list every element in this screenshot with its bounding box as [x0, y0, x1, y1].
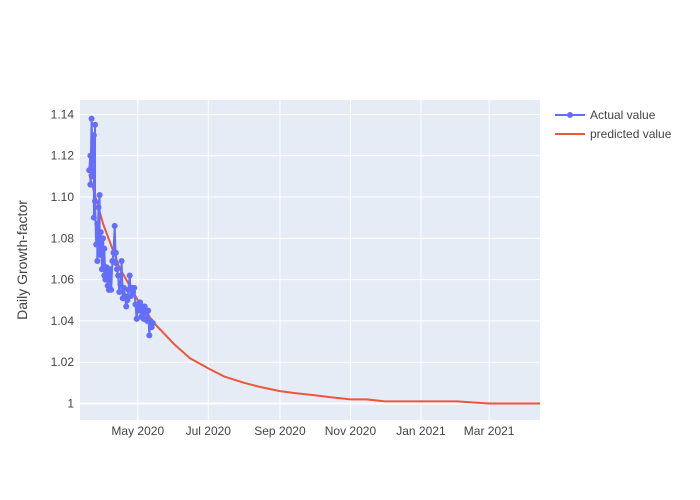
- actual-value-point: [116, 289, 123, 295]
- actual-value-point: [131, 284, 138, 291]
- actual-value-point: [93, 241, 100, 248]
- series-0: [86, 115, 156, 339]
- actual-value-point: [112, 249, 119, 256]
- actual-value-point: [113, 266, 120, 273]
- actual-value-point: [86, 167, 93, 174]
- actual-value-point: [89, 173, 96, 180]
- actual-value-point: [102, 276, 109, 283]
- actual-value-point: [88, 115, 95, 122]
- actual-value-point: [115, 272, 122, 279]
- y-tick-label: 1.08: [51, 231, 75, 245]
- y-tick-label: 1.12: [51, 149, 75, 163]
- series-layer: [86, 115, 540, 405]
- actual-value-point: [112, 260, 119, 267]
- x-tick-label: Nov 2020: [325, 424, 377, 438]
- actual-value-point: [94, 220, 101, 227]
- actual-value-point: [90, 214, 97, 221]
- actual-value-point: [126, 272, 133, 279]
- y-tick-label: 1: [67, 396, 74, 410]
- actual-value-point: [97, 229, 104, 236]
- actual-value-point: [146, 332, 153, 339]
- legend-swatch-marker: [567, 112, 573, 118]
- actual-value-point: [108, 286, 115, 293]
- actual-value-point: [98, 266, 105, 273]
- y-tick-label: 1.14: [51, 107, 75, 121]
- legend-item[interactable]: predicted value: [555, 127, 672, 141]
- plot-background: [80, 100, 540, 420]
- y-tick-label: 1.06: [51, 273, 75, 287]
- actual-value-point: [120, 284, 127, 291]
- actual-value-point: [135, 307, 142, 314]
- legend-label: predicted value: [590, 127, 672, 141]
- x-tick-label: Mar 2021: [464, 424, 515, 438]
- legend[interactable]: Actual value predicted value: [555, 108, 672, 141]
- actual-value-point: [90, 132, 97, 139]
- y-axis-ticks: 1 1.02 1.04 1.06 1.08 1.10 1.12 1.14: [51, 107, 75, 410]
- actual-value-point: [96, 251, 103, 258]
- actual-value-point: [141, 303, 148, 310]
- actual-value-point: [96, 191, 103, 198]
- grid-lines: [80, 100, 540, 420]
- actual-value-point: [87, 181, 94, 188]
- x-tick-label: Jan 2021: [396, 424, 446, 438]
- actual-value-point: [101, 245, 108, 252]
- actual-value-point: [107, 266, 114, 273]
- y-tick-label: 1.04: [51, 314, 75, 328]
- actual-value-point: [92, 198, 99, 205]
- actual-value-point: [117, 280, 124, 287]
- actual-value-point: [94, 258, 101, 265]
- x-axis-ticks: May 2020 Jul 2020 Sep 2020 Nov 2020 Jan 2021…: [111, 424, 514, 438]
- legend-label: Actual value: [590, 108, 656, 122]
- y-axis-title: Daily Growth-factor: [14, 200, 30, 320]
- actual-value-point: [95, 204, 102, 211]
- actual-value-point: [124, 297, 131, 304]
- x-tick-label: Jul 2020: [186, 424, 232, 438]
- actual-value-point: [92, 121, 99, 128]
- legend-item[interactable]: Actual value: [555, 108, 656, 122]
- x-tick-label: Sep 2020: [254, 424, 306, 438]
- actual-value-point: [100, 235, 107, 242]
- actual-value-point: [149, 319, 156, 326]
- actual-value-point: [123, 303, 130, 310]
- actual-value-point: [111, 222, 118, 229]
- actual-value-point: [118, 258, 125, 265]
- y-tick-label: 1.10: [51, 190, 75, 204]
- y-tick-label: 1.02: [51, 355, 75, 369]
- x-tick-label: May 2020: [111, 424, 164, 438]
- actual-value-point: [133, 315, 140, 322]
- actual-value-point: [87, 152, 94, 159]
- actual-value-point: [145, 307, 152, 314]
